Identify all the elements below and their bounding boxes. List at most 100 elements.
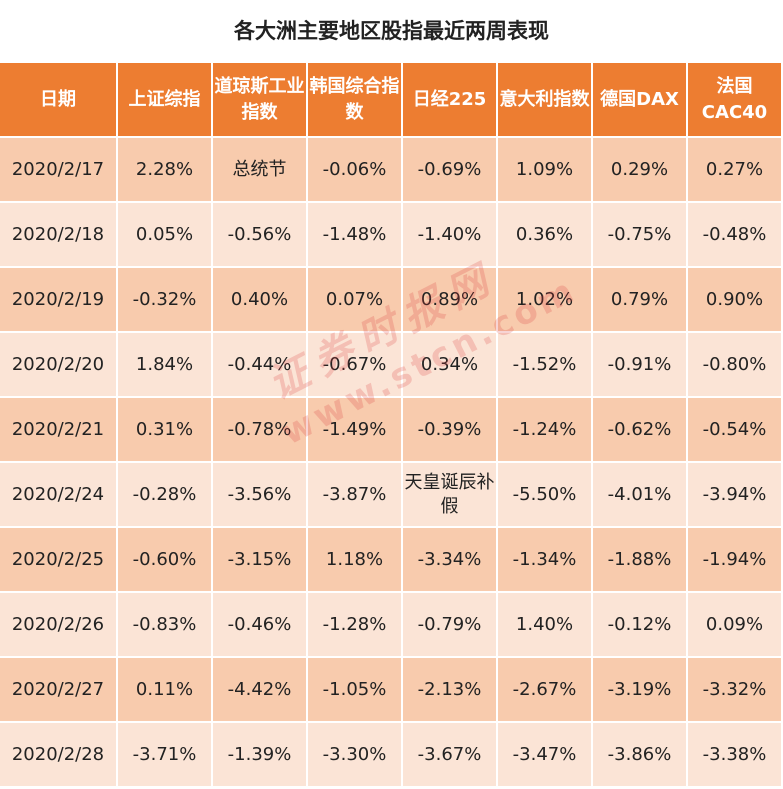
value-cell: -1.52% [498, 333, 593, 398]
column-header: 日期 [0, 63, 118, 138]
value-cell: 0.09% [688, 593, 783, 658]
value-cell: 0.34% [403, 333, 498, 398]
column-header: 法国CAC40 [688, 63, 783, 138]
value-cell: 0.31% [118, 398, 213, 463]
value-cell: -3.94% [688, 463, 783, 528]
column-header: 道琼斯工业指数 [213, 63, 308, 138]
table-row: 2020/2/26 -0.83% -0.46% -1.28% -0.79% 1.40% -0… [0, 593, 783, 658]
value-cell: -0.75% [593, 203, 688, 268]
value-cell: -0.39% [403, 398, 498, 463]
column-header: 上证综指 [118, 63, 213, 138]
value-cell: -3.19% [593, 658, 688, 723]
value-cell: -3.71% [118, 723, 213, 788]
value-cell: -3.32% [688, 658, 783, 723]
chart-title: 各大洲主要地区股指最近两周表现 [234, 19, 549, 43]
value-cell: 0.36% [498, 203, 593, 268]
column-header: 日经225 [403, 63, 498, 138]
value-cell: -0.46% [213, 593, 308, 658]
value-cell: -3.15% [213, 528, 308, 593]
value-cell: 0.79% [593, 268, 688, 333]
table-row: 2020/2/19 -0.32% 0.40% 0.07% 0.89% 1.02% 0.79%… [0, 268, 783, 333]
value-cell: -0.48% [688, 203, 783, 268]
date-cell: 2020/2/21 [0, 398, 118, 463]
value-cell: -4.01% [593, 463, 688, 528]
value-cell: 1.40% [498, 593, 593, 658]
value-cell: -0.32% [118, 268, 213, 333]
value-cell: -3.30% [308, 723, 403, 788]
value-cell: 天皇诞辰补假 [403, 463, 498, 528]
value-cell: -0.56% [213, 203, 308, 268]
value-cell: -1.24% [498, 398, 593, 463]
header-row: 日期 上证综指 道琼斯工业指数 韩国综合指数 日经225 意大利指数 德国DAX 法国CAC4… [0, 63, 783, 138]
value-cell: -0.60% [118, 528, 213, 593]
value-cell: -3.87% [308, 463, 403, 528]
value-cell: 2.28% [118, 138, 213, 203]
value-cell: -2.13% [403, 658, 498, 723]
value-cell: -3.56% [213, 463, 308, 528]
date-cell: 2020/2/19 [0, 268, 118, 333]
date-cell: 2020/2/18 [0, 203, 118, 268]
table-row: 2020/2/17 2.28% 总统节 -0.06% -0.69% 1.09% 0.29% 0… [0, 138, 783, 203]
value-cell: -0.91% [593, 333, 688, 398]
value-cell: -3.86% [593, 723, 688, 788]
value-cell: -2.67% [498, 658, 593, 723]
value-cell: -1.48% [308, 203, 403, 268]
table-row: 2020/2/27 0.11% -4.42% -1.05% -2.13% -2.67% -3… [0, 658, 783, 723]
value-cell: -0.83% [118, 593, 213, 658]
value-cell: -0.44% [213, 333, 308, 398]
value-cell: 0.89% [403, 268, 498, 333]
date-cell: 2020/2/27 [0, 658, 118, 723]
value-cell: 0.07% [308, 268, 403, 333]
date-cell: 2020/2/25 [0, 528, 118, 593]
table-row: 2020/2/20 1.84% -0.44% -0.67% 0.34% -1.52% -0.… [0, 333, 783, 398]
value-cell: -1.28% [308, 593, 403, 658]
date-cell: 2020/2/26 [0, 593, 118, 658]
value-cell: 0.40% [213, 268, 308, 333]
column-header: 韩国综合指数 [308, 63, 403, 138]
value-cell: 0.90% [688, 268, 783, 333]
value-cell: -0.12% [593, 593, 688, 658]
value-cell: -1.49% [308, 398, 403, 463]
value-cell: -0.28% [118, 463, 213, 528]
value-cell: -4.42% [213, 658, 308, 723]
value-cell: -3.67% [403, 723, 498, 788]
value-cell: -1.88% [593, 528, 688, 593]
value-cell: -0.54% [688, 398, 783, 463]
table-row: 2020/2/21 0.31% -0.78% -1.49% -0.39% -1.24% -0… [0, 398, 783, 463]
value-cell: -5.50% [498, 463, 593, 528]
date-cell: 2020/2/17 [0, 138, 118, 203]
value-cell: -3.34% [403, 528, 498, 593]
value-cell: 总统节 [213, 138, 308, 203]
table-row: 2020/2/25 -0.60% -3.15% 1.18% -3.34% -1.34% -1… [0, 528, 783, 593]
value-cell: 1.02% [498, 268, 593, 333]
value-cell: -1.39% [213, 723, 308, 788]
value-cell: 0.11% [118, 658, 213, 723]
value-cell: -0.67% [308, 333, 403, 398]
value-cell: -0.69% [403, 138, 498, 203]
value-cell: -0.79% [403, 593, 498, 658]
value-cell: 1.18% [308, 528, 403, 593]
column-header: 德国DAX [593, 63, 688, 138]
value-cell: -1.05% [308, 658, 403, 723]
date-cell: 2020/2/20 [0, 333, 118, 398]
date-cell: 2020/2/28 [0, 723, 118, 788]
value-cell: 0.27% [688, 138, 783, 203]
table-row: 2020/2/24 -0.28% -3.56% -3.87% 天皇诞辰补假 -5.50% -… [0, 463, 783, 528]
value-cell: -0.80% [688, 333, 783, 398]
table-row: 2020/2/28 -3.71% -1.39% -3.30% -3.67% -3.47% -… [0, 723, 783, 788]
value-cell: -0.78% [213, 398, 308, 463]
value-cell: -1.40% [403, 203, 498, 268]
value-cell: 0.29% [593, 138, 688, 203]
column-header: 意大利指数 [498, 63, 593, 138]
value-cell: -1.34% [498, 528, 593, 593]
value-cell: -3.38% [688, 723, 783, 788]
value-cell: -3.47% [498, 723, 593, 788]
table-row: 2020/2/18 0.05% -0.56% -1.48% -1.40% 0.36% -0.… [0, 203, 783, 268]
value-cell: -0.06% [308, 138, 403, 203]
value-cell: -1.94% [688, 528, 783, 593]
value-cell: -0.62% [593, 398, 688, 463]
value-cell: 1.09% [498, 138, 593, 203]
value-cell: 1.84% [118, 333, 213, 398]
index-performance-table: 日期 上证综指 道琼斯工业指数 韩国综合指数 日经225 意大利指数 德国DAX 法国CAC4… [0, 63, 783, 788]
date-cell: 2020/2/24 [0, 463, 118, 528]
